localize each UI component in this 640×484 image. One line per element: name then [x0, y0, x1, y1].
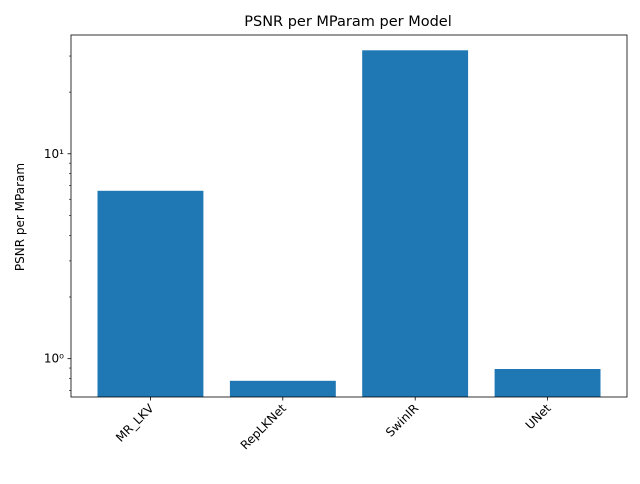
x-tick-label: SwinIR [383, 401, 421, 439]
y-axis-label: PSNR per MParam [13, 163, 27, 271]
bar [494, 369, 601, 397]
chart-title: PSNR per MParam per Model [244, 14, 451, 30]
x-tick-label: UNet [523, 401, 554, 432]
x-tick-label: RepLKNet [238, 401, 289, 452]
y-tick-label: 10⁰ [44, 352, 64, 366]
bars-layer [97, 50, 601, 398]
bar [229, 380, 336, 397]
bar [362, 50, 469, 398]
x-tick-label: MR_LKV [113, 401, 157, 445]
bar [97, 190, 204, 397]
y-tick-label: 10¹ [44, 147, 64, 161]
plot-frame [70, 34, 628, 398]
